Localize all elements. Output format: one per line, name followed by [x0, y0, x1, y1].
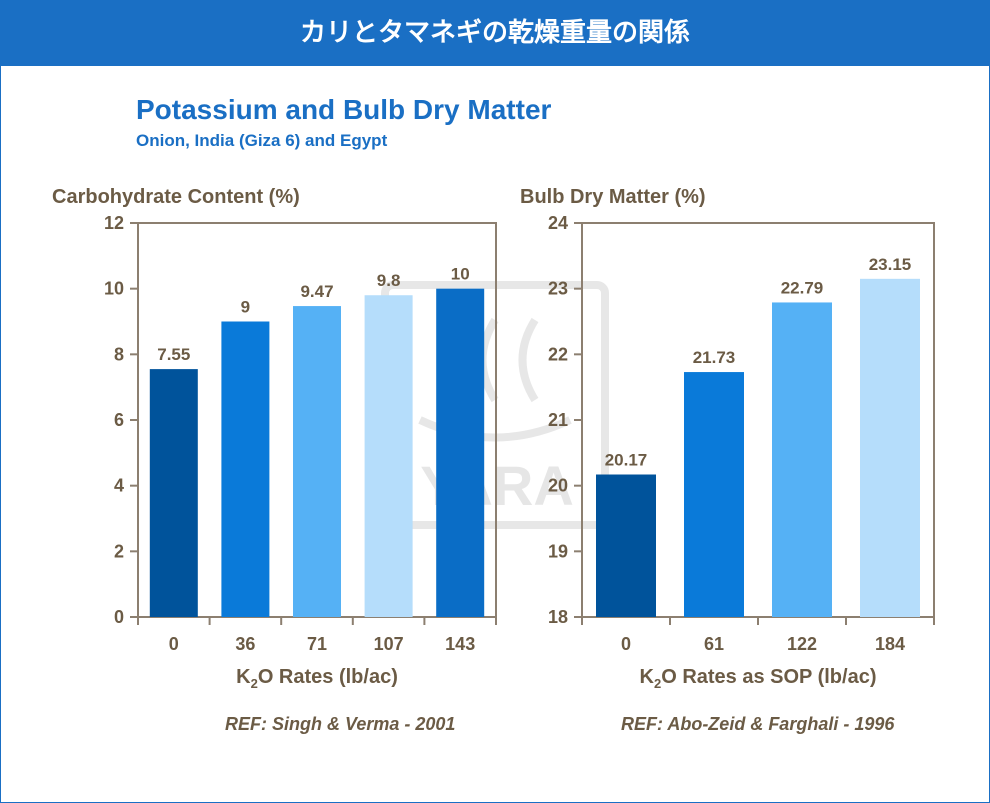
right-bar	[772, 302, 832, 617]
right-bar-value-label: 20.17	[605, 451, 648, 470]
chart-title: Potassium and Bulb Dry Matter	[136, 94, 552, 125]
left-x-tick-label: 107	[374, 634, 404, 654]
left-y-axis-title: Carbohydrate Content (%)	[52, 186, 300, 208]
left-bar-value-label: 9	[241, 298, 250, 317]
left-bar-value-label: 10	[451, 265, 470, 284]
left-y-tick-label: 12	[104, 213, 124, 233]
left-x-tick-label: 143	[445, 634, 475, 654]
left-y-tick-label: 10	[104, 279, 124, 299]
left-bar	[364, 295, 413, 617]
left-bar-value-label: 9.47	[300, 282, 333, 301]
right-y-tick-label: 22	[548, 344, 568, 364]
left-y-tick-label: 8	[114, 344, 124, 364]
right-y-tick-label: 21	[548, 410, 568, 430]
left-y-tick-label: 4	[114, 476, 124, 496]
left-x-axis-title: K2O Rates (lb/ac)	[236, 666, 398, 691]
left-reference: REF: Singh & Verma - 2001	[225, 714, 456, 734]
left-x-tick-label: 0	[169, 634, 179, 654]
left-x-tick-label: 71	[307, 634, 327, 654]
right-bar	[860, 278, 920, 617]
left-bar	[149, 369, 198, 617]
right-bar-value-label: 22.79	[781, 278, 824, 297]
right-reference: REF: Abo-Zeid & Farghali - 1996	[621, 714, 895, 734]
left-bar-value-label: 9.8	[377, 271, 401, 290]
right-y-tick-label: 20	[548, 476, 568, 496]
right-y-tick-label: 24	[548, 213, 568, 233]
right-x-tick-label: 61	[704, 634, 724, 654]
right-y-axis-title: Bulb Dry Matter (%)	[520, 186, 706, 208]
right-bar-value-label: 23.15	[869, 255, 912, 274]
right-x-axis-title: K2O Rates as SOP (lb/ac)	[640, 666, 877, 691]
right-x-tick-label: 184	[875, 634, 905, 654]
header-title: カリとタマネギの乾燥重量の関係	[0, 0, 990, 66]
right-bar-value-label: 21.73	[693, 348, 736, 367]
left-bar	[221, 321, 270, 617]
left-y-tick-label: 0	[114, 607, 124, 627]
right-x-tick-label: 0	[621, 634, 631, 654]
chart-subtitle: Onion, India (Giza 6) and Egypt	[136, 131, 388, 150]
right-x-tick-label: 122	[787, 634, 817, 654]
left-bar-value-label: 7.55	[157, 345, 190, 364]
left-y-tick-label: 2	[114, 541, 124, 561]
right-y-tick-label: 23	[548, 279, 568, 299]
right-y-tick-label: 18	[548, 607, 568, 627]
left-bar	[293, 306, 341, 617]
right-bar	[684, 372, 744, 617]
right-y-tick-label: 19	[548, 541, 568, 561]
left-y-tick-label: 6	[114, 410, 124, 430]
right-bar	[596, 474, 656, 617]
left-x-tick-label: 36	[235, 634, 255, 654]
left-bar	[436, 288, 485, 617]
